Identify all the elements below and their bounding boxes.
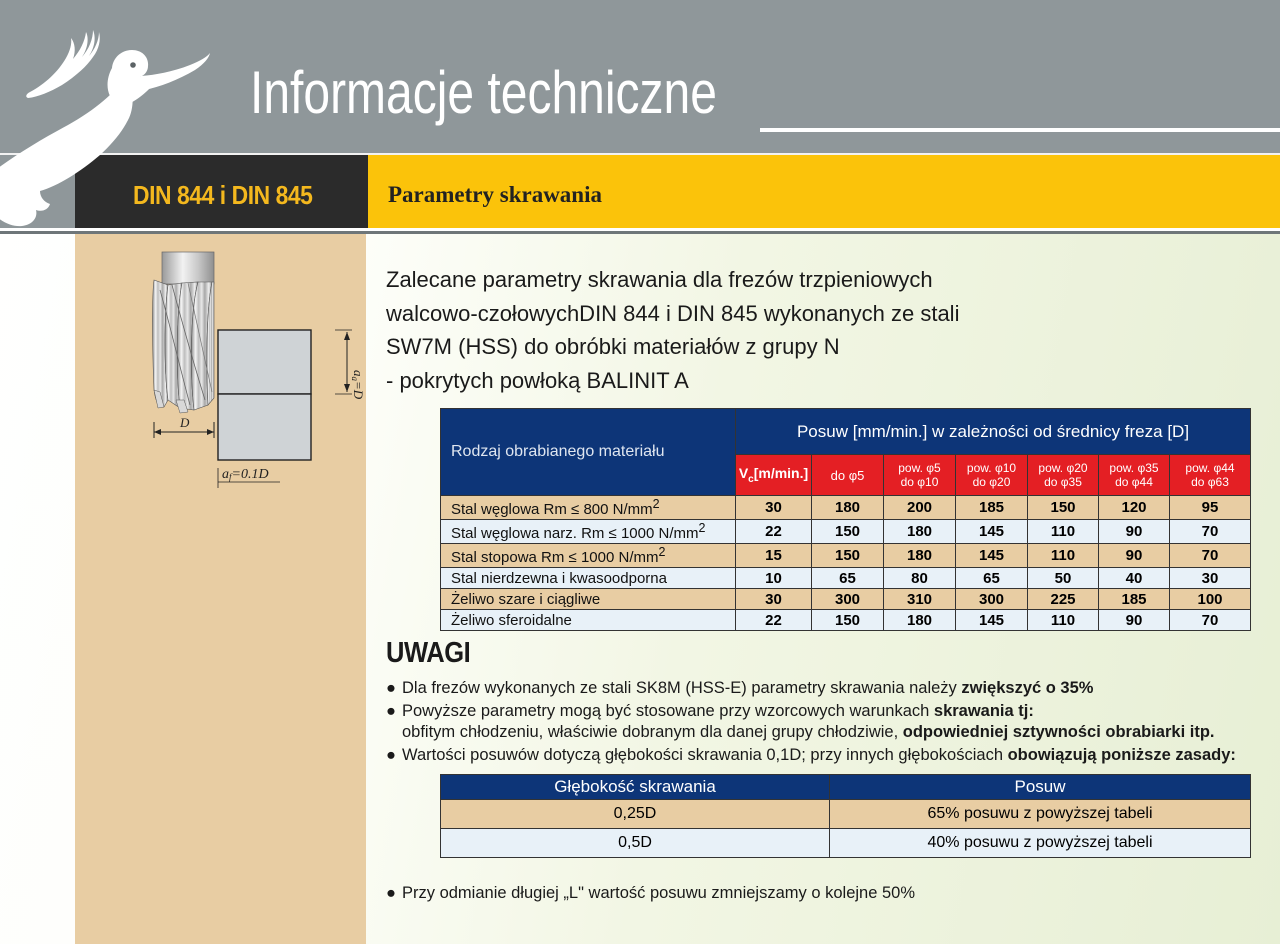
svg-text:af=0.1D: af=0.1D [222,467,269,482]
svg-text:aa=D: aa=D [350,370,366,400]
svg-text:D: D [179,415,190,430]
